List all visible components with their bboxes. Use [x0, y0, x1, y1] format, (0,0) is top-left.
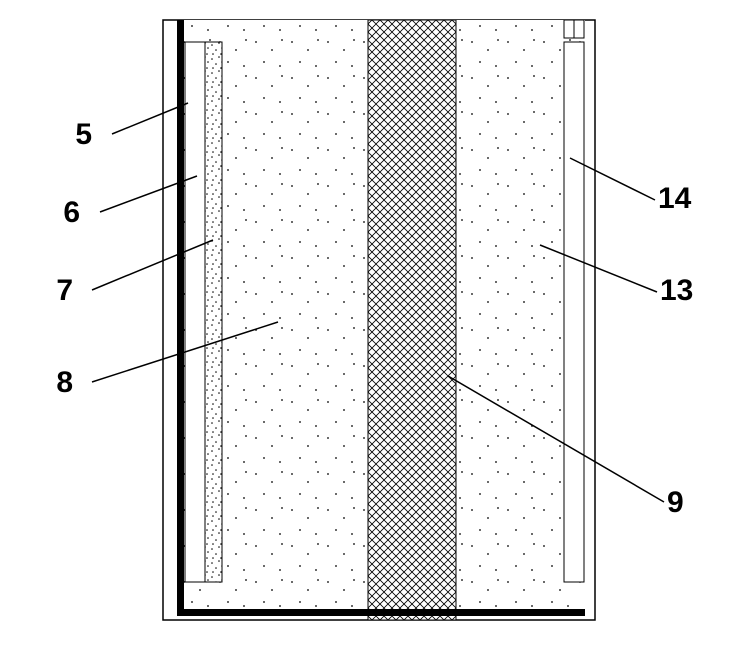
- top-right-small-rects: [564, 20, 584, 38]
- speckle-rect: [205, 42, 222, 582]
- bottom-bar: [177, 609, 585, 616]
- right-slim-rect: [564, 42, 584, 582]
- leader-5: [112, 103, 188, 134]
- label-5: 5: [75, 118, 92, 151]
- label-8: 8: [56, 366, 73, 399]
- left-slim-rect: [185, 42, 205, 582]
- left-black-post: [177, 20, 184, 616]
- label-6: 6: [63, 196, 80, 229]
- label-13: 13: [660, 274, 693, 307]
- cross-section-diagram: 5 6 7 8 14 13 9: [0, 0, 756, 652]
- label-9: 9: [667, 486, 684, 519]
- crosshatch-column: [368, 20, 456, 620]
- label-7: 7: [56, 274, 73, 307]
- label-14: 14: [658, 182, 692, 215]
